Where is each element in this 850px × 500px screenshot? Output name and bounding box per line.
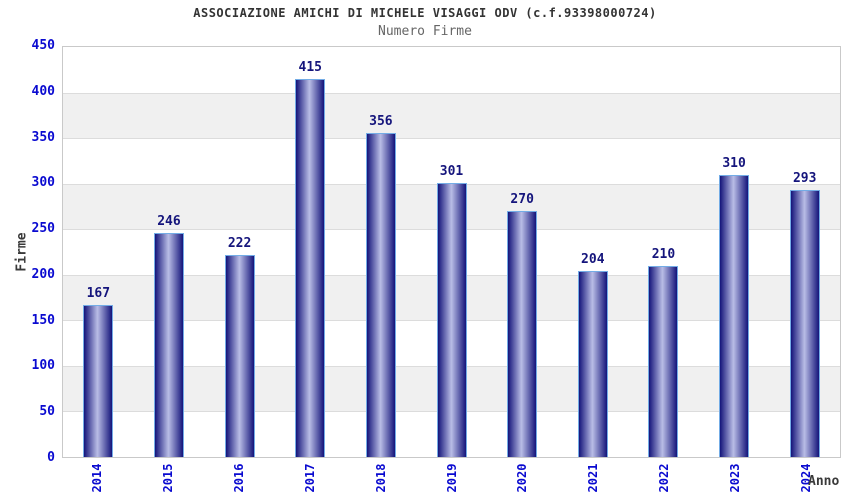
- bar-2016: [224, 254, 255, 457]
- bar-2017: [295, 78, 326, 457]
- bar-value-label: 210: [651, 246, 676, 262]
- bar-value-label: 222: [227, 235, 252, 251]
- x-tick-label-2022: 2022: [656, 463, 671, 493]
- x-tick-label-2018: 2018: [373, 463, 388, 493]
- x-tick-label-2023: 2023: [727, 463, 742, 493]
- bar-value-label: 310: [722, 155, 746, 171]
- bar-slot-2020: 270: [487, 47, 558, 457]
- y-axis-title: Firme: [14, 232, 30, 272]
- bar-value-label: 270: [510, 192, 534, 207]
- y-tick-label: 400: [31, 83, 55, 99]
- bar-2014: [83, 304, 114, 457]
- bar-value-label: 204: [581, 252, 605, 268]
- x-tick-label-2021: 2021: [586, 463, 601, 493]
- plot-area: 167 246 222 415 356 301 270 204 210 310 293: [62, 46, 841, 458]
- x-tick-label-2019: 2019: [444, 463, 459, 493]
- bar-slot-2019: 301: [416, 47, 487, 457]
- bar-slot-2021: 204: [557, 47, 628, 457]
- y-tick-label: 50: [39, 404, 55, 420]
- bar-value-label: 415: [298, 59, 322, 75]
- y-tick-label: 200: [31, 266, 55, 282]
- bar-slot-2024: 293: [769, 47, 840, 457]
- bar-slot-2015: 246: [134, 47, 205, 457]
- bar-slot-2014: 167: [63, 47, 134, 457]
- x-axis-title: Anno: [808, 474, 840, 489]
- x-tick-label-2016: 2016: [232, 463, 247, 493]
- x-tick-label-2015: 2015: [161, 463, 176, 493]
- bar-value-label: 167: [86, 285, 111, 301]
- bar-slot-2023: 310: [699, 47, 770, 457]
- bar-value-label: 293: [792, 171, 817, 187]
- bar-slot-2022: 210: [628, 47, 699, 457]
- bar-2024: [789, 190, 820, 457]
- y-tick-label: 0: [47, 450, 55, 465]
- x-tick-label-2014: 2014: [90, 463, 105, 493]
- bar-value-label: 301: [439, 163, 464, 179]
- bar-2019: [436, 182, 467, 457]
- bar-value-label: 356: [369, 113, 393, 129]
- bar-2021: [577, 271, 608, 457]
- bar-slot-2017: 415: [275, 47, 346, 457]
- bar-slot-2016: 222: [204, 47, 275, 457]
- y-tick-label: 450: [31, 38, 55, 53]
- grid-band: [63, 92, 840, 139]
- x-tick-label-2020: 2020: [515, 463, 530, 493]
- chart-title: ASSOCIAZIONE AMICHI DI MICHELE VISAGGI O…: [193, 6, 657, 20]
- bars-layer: 167 246 222 415 356 301 270 204 210 310 293: [63, 47, 840, 457]
- bar-slot-2018: 356: [346, 47, 417, 457]
- bar-2023: [719, 174, 750, 457]
- grid-band: [63, 138, 840, 184]
- y-tick-label: 250: [31, 221, 55, 237]
- bar-value-label: 246: [157, 213, 181, 229]
- bar-2018: [365, 132, 396, 457]
- chart-subtitle: Numero Firme: [378, 24, 472, 39]
- bar-2015: [153, 232, 184, 457]
- y-tick-label: 100: [31, 358, 55, 374]
- x-tick-label-2017: 2017: [302, 463, 317, 493]
- y-tick-label: 150: [31, 312, 55, 328]
- y-tick-label: 300: [31, 175, 55, 191]
- bar-2022: [648, 265, 679, 457]
- bar-2020: [507, 211, 538, 457]
- y-tick-label: 350: [31, 129, 55, 145]
